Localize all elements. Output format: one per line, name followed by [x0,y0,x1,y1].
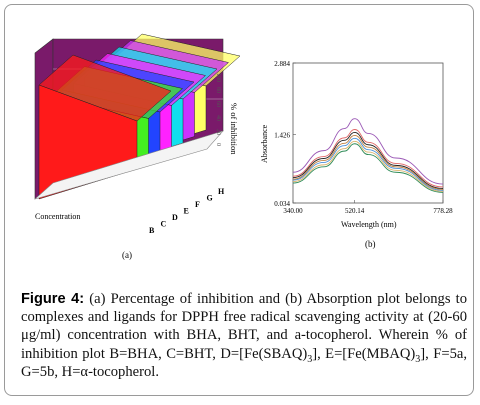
spectrum-line-7 [292,143,444,193]
spectrum-line-4 [292,134,444,190]
y-axis-label: Absorbance [260,124,269,163]
compound-label-E: E [184,207,189,216]
caption-text: ], F=5a, G=5b, H=α-tocopherol. [21,345,467,380]
y-tick-label: 0.034 [274,200,290,208]
compound-label-F: F [195,200,200,209]
compound-label-D: D [172,213,178,222]
z-tick-label: 80 [215,87,221,93]
z-axis-label: % of inhibition [229,103,239,155]
compound-label-B: B [149,226,155,235]
caption-subscript: 3 [307,353,313,365]
z-tick-label: 60 [215,101,221,107]
panel-a-label: (a) [122,250,132,260]
x-axis-label: Wavelength (nm) [341,220,397,229]
spectrum-line-1 [292,118,444,185]
spectrum-line-2 [292,129,444,188]
spectrum-line-5 [292,137,444,191]
spectrum-line-3 [292,132,444,189]
x-tick-label: 778.28 [433,207,453,215]
absorption-chart: 340.00 520.14 778.28 0.034 1.426 2.884 Absorb… [260,60,453,249]
figure-frame: 100 80 60 40 20 0 % of inhibition Concentrati… [4,4,474,396]
x-tick-label: 520.14 [345,207,365,215]
compound-label-G: G [207,194,213,203]
caption-text: ], E=[Fe(MBAQ) [312,345,416,362]
z-tick-label: 100 [215,73,221,82]
compound-label-H: H [218,187,225,196]
compound-label-C: C [161,220,167,229]
panel-b-label: (b) [365,239,376,249]
caption-subscript: 3 [415,353,421,365]
z-tick-label: 20 [215,129,221,135]
z-tick-label: 40 [215,115,221,121]
figure-label: Figure 4: [21,291,85,307]
z-tick-label: 0 [215,143,221,146]
y-tick-label: 2.884 [274,60,290,68]
spectrum-line-6 [292,140,444,192]
floor [34,130,224,200]
inhibition-3d-chart: 100 80 60 40 20 0 % of inhibition Concentrati… [34,33,241,260]
figure-caption: Figure 4: (a) Percentage of inhibition a… [21,290,467,381]
x-axis-label: Concentration [35,212,80,221]
y-tick-label: 1.426 [274,132,290,140]
x-tick-label: 340.00 [283,207,303,215]
caption-text: (a) Percentage of inhibition and (b) Abs… [21,291,468,362]
